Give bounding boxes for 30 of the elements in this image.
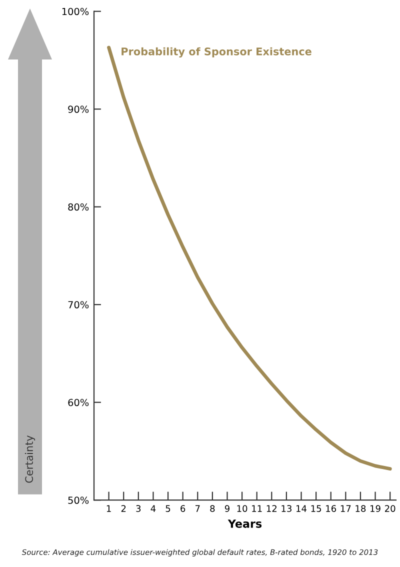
x-tick-label: 12 (266, 505, 276, 512)
x-tick-label: 17 (340, 505, 351, 512)
y-tick-label: 70% (68, 301, 89, 308)
y-tick-label: 50% (68, 496, 89, 504)
x-tick-label: 19 (370, 505, 380, 512)
x-tick-label: 1 (106, 505, 111, 512)
x-tick-label: 9 (224, 505, 230, 512)
x-tick-label: 8 (210, 505, 215, 512)
x-axis-title: Years (228, 520, 262, 528)
x-tick-label: 5 (166, 505, 170, 512)
x-tick-label: 7 (195, 505, 200, 512)
y-tick-label: 60% (68, 398, 89, 406)
x-tick-label: 11 (252, 505, 262, 512)
line-series (107, 46, 392, 471)
x-tick-label: 13 (282, 505, 292, 512)
x-tick-label: 10 (237, 505, 248, 512)
x-tick-label: 6 (180, 505, 186, 512)
y-tick-label: 90% (68, 106, 89, 113)
x-tick-label: 18 (356, 505, 366, 512)
x-tick-label: 16 (326, 505, 336, 512)
y-axis-title: Certainty (24, 435, 36, 483)
x-tick-label: 4 (150, 505, 156, 512)
y-tick-label: 100% (62, 8, 89, 16)
x-tick-label: 3 (136, 505, 141, 512)
x-tick-label: 20 (384, 505, 396, 512)
y-tick-label: 80% (68, 203, 89, 211)
x-tick-label: 14 (296, 505, 306, 512)
x-tick-label: 2 (121, 505, 126, 512)
x-tick-label: 15 (311, 505, 322, 512)
series-label: Probability of Sponsor Existence (122, 47, 312, 58)
